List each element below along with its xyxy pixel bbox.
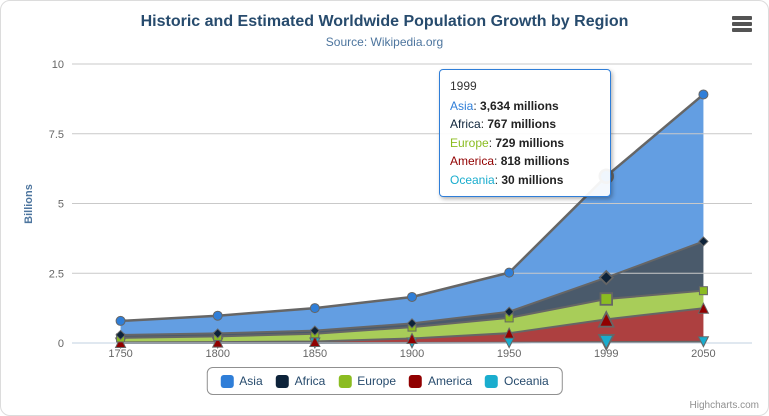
tooltip-series-value: 3,634 millions bbox=[480, 98, 559, 113]
highcharts-credits-link[interactable]: Highcharts.com bbox=[689, 400, 759, 411]
x-axis-label: 2050 bbox=[691, 348, 715, 360]
marker-america-1850[interactable] bbox=[309, 335, 321, 347]
tooltip-series-value: 767 millions bbox=[487, 117, 557, 131]
tooltip-row-oceania: Oceania: 30 millions bbox=[450, 172, 564, 187]
tooltip-series-value: 30 millions bbox=[501, 172, 564, 187]
area-asia[interactable] bbox=[120, 94, 704, 335]
tooltip-series-name: Asia bbox=[450, 98, 474, 113]
x-axis-label: 1800 bbox=[205, 348, 229, 360]
tooltip-row-america: America: 818 millions bbox=[450, 154, 570, 168]
marker-asia-1850[interactable] bbox=[309, 303, 320, 314]
marker-asia-1750[interactable] bbox=[115, 315, 126, 326]
marker-america-1800[interactable] bbox=[211, 335, 224, 348]
legend-label: Africa bbox=[294, 374, 326, 388]
chart-title: Historic and Estimated Worldwide Populat… bbox=[140, 13, 629, 30]
marker-oceania-1999[interactable] bbox=[597, 334, 615, 352]
marker-america-1999[interactable] bbox=[597, 310, 615, 328]
y-axis-label: 2.5 bbox=[49, 268, 64, 280]
marker-america-2050[interactable] bbox=[697, 302, 710, 314]
tooltip-row-europe: Europe: 729 millions bbox=[450, 135, 565, 150]
marker-america-1950[interactable] bbox=[503, 327, 515, 339]
marker-africa-1800[interactable] bbox=[212, 328, 223, 339]
legend-label: Asia bbox=[239, 374, 263, 388]
tooltip: 1999 Asia: 3,634 millions Africa: 767 mil… bbox=[439, 69, 611, 197]
legend-symbol-oceania bbox=[485, 374, 499, 388]
y-axis-label: 10 bbox=[52, 59, 64, 71]
legend-symbol-africa bbox=[275, 374, 289, 388]
x-axis-label: 1900 bbox=[400, 348, 424, 360]
marker-africa-1999[interactable] bbox=[598, 269, 615, 286]
tooltip-series-name: Europe bbox=[450, 135, 489, 150]
marker-europe-2050[interactable] bbox=[698, 286, 708, 296]
marker-oceania-2050[interactable] bbox=[697, 336, 710, 348]
x-axis-label: 1999 bbox=[594, 348, 618, 360]
tooltip-series-value: 729 millions bbox=[495, 135, 565, 150]
hamburger-bar bbox=[732, 22, 752, 26]
marker-asia-1950[interactable] bbox=[504, 267, 515, 278]
legend-label: America bbox=[428, 374, 473, 388]
marker-africa-1850[interactable] bbox=[309, 325, 321, 336]
hamburger-bar bbox=[732, 16, 752, 20]
x-axis-label: 1850 bbox=[303, 348, 327, 360]
legend-item-asia[interactable]: Asia bbox=[220, 374, 263, 388]
marker-asia-1800[interactable] bbox=[212, 310, 223, 321]
legend-item-africa[interactable]: Africa bbox=[275, 374, 326, 388]
y-axis-title: Billions bbox=[23, 184, 35, 224]
tooltip-row-asia: Asia: 3,634 millions bbox=[450, 98, 559, 113]
legend-label: Europe bbox=[357, 374, 397, 388]
marker-asia-2050[interactable] bbox=[698, 89, 709, 100]
hamburger-icon[interactable] bbox=[732, 16, 752, 32]
marker-america-1900[interactable] bbox=[406, 332, 418, 344]
marker-africa-1950[interactable] bbox=[503, 306, 515, 317]
legend-label: Oceania bbox=[504, 374, 549, 388]
tooltip-header: 1999 bbox=[450, 79, 477, 93]
tooltip-series-value: 818 millions bbox=[500, 154, 570, 168]
hamburger-bar bbox=[732, 28, 752, 32]
y-axis-label: 5 bbox=[58, 199, 64, 211]
tooltip-row-africa: Africa: 767 millions bbox=[450, 117, 557, 131]
area-america[interactable] bbox=[120, 308, 704, 343]
tooltip-series-name: Oceania bbox=[450, 172, 495, 187]
legend-symbol-asia bbox=[220, 374, 234, 388]
area-africa[interactable] bbox=[120, 241, 704, 338]
legend-item-europe[interactable]: Europe bbox=[338, 374, 396, 388]
chart-subtitle: Source: Wikipedia.org bbox=[325, 35, 444, 49]
y-axis-label: 0 bbox=[58, 338, 64, 350]
x-axis-label: 1750 bbox=[108, 348, 132, 360]
legend-symbol-europe bbox=[338, 374, 352, 388]
tooltip-series-name: America bbox=[450, 154, 495, 168]
y-axis-label: 7.5 bbox=[49, 129, 64, 141]
legend-symbol-america bbox=[409, 374, 423, 388]
x-axis-label: 1950 bbox=[497, 348, 521, 360]
marker-africa-2050[interactable] bbox=[698, 236, 709, 247]
legend-item-america[interactable]: America bbox=[409, 374, 472, 388]
marker-africa-1900[interactable] bbox=[406, 318, 418, 329]
legend-item-oceania[interactable]: Oceania bbox=[485, 374, 549, 388]
marker-africa-1750[interactable] bbox=[115, 329, 126, 341]
marker-asia-1900[interactable] bbox=[407, 291, 417, 302]
marker-europe-1999[interactable] bbox=[599, 292, 613, 306]
marker-america-1750[interactable] bbox=[114, 336, 127, 348]
legend: Asia Africa Europe America Oceania bbox=[206, 367, 563, 395]
tooltip-series-name: Africa bbox=[450, 117, 481, 131]
